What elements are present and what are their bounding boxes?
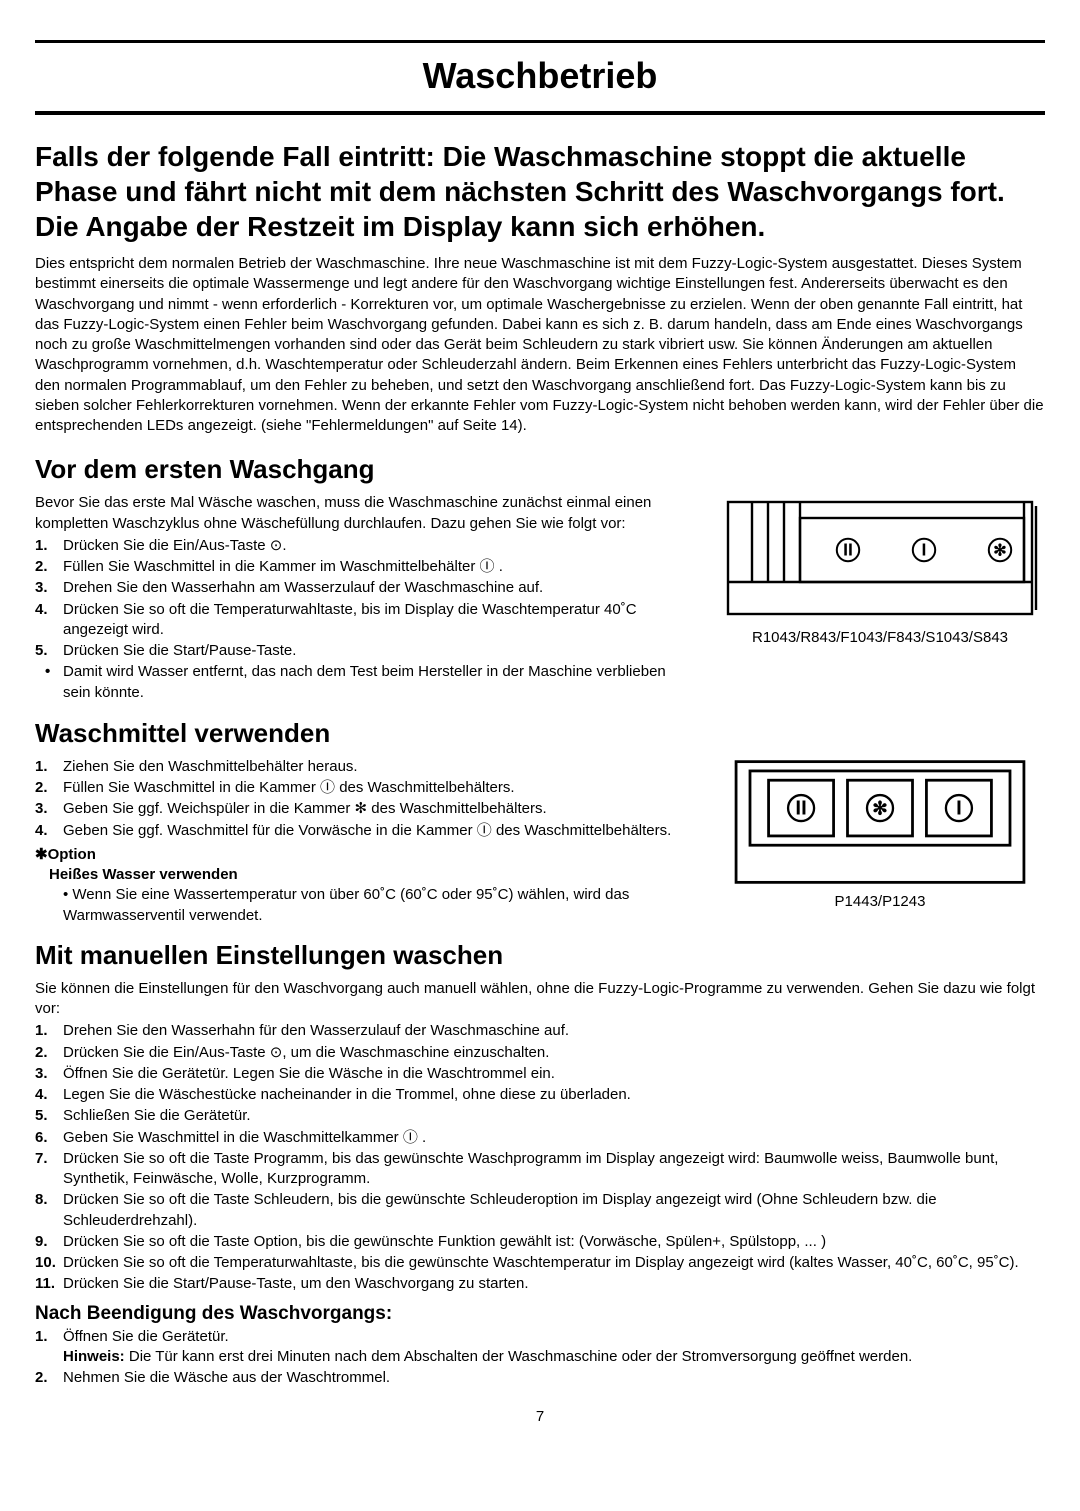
list-item: Drücken Sie die Ein/Aus-Taste ⊙. xyxy=(63,536,695,556)
list-item: Drücken Sie so oft die Taste Programm, b… xyxy=(63,1149,1045,1190)
list-item: Schließen Sie die Gerätetür. xyxy=(63,1106,1045,1126)
section-3-intro: Sie können die Einstellungen für den Was… xyxy=(35,979,1045,1020)
list-item: Drehen Sie den Wasserhahn für den Wasser… xyxy=(63,1021,1045,1041)
svg-text:✻: ✻ xyxy=(872,797,888,818)
section-3-list: Drehen Sie den Wasserhahn für den Wasser… xyxy=(35,1021,1045,1294)
section-2-row: Ziehen Sie den Waschmittelbehälter herau… xyxy=(35,757,1045,926)
list-item: Drücken Sie so oft die Temperaturwahltas… xyxy=(63,1253,1045,1273)
list-item: Drücken Sie so oft die Taste Schleudern,… xyxy=(63,1190,1045,1231)
svg-text:I: I xyxy=(956,797,962,819)
list-item: Ziehen Sie den Waschmittelbehälter herau… xyxy=(63,757,695,777)
section-3-sublist: Öffnen Sie die Gerätetür. Hinweis: Die T… xyxy=(35,1327,1045,1389)
figure-2-caption: P1443/P1243 xyxy=(715,893,1045,910)
list-item: Nehmen Sie die Wäsche aus der Waschtromm… xyxy=(63,1368,1045,1388)
list-item: Drücken Sie so oft die Temperaturwahltas… xyxy=(63,600,695,641)
svg-text:✻: ✻ xyxy=(993,543,1006,560)
svg-text:I: I xyxy=(922,540,927,560)
hint-label: Hinweis: xyxy=(63,1348,125,1365)
svg-text:II: II xyxy=(843,540,853,560)
section-2-left: Ziehen Sie den Waschmittelbehälter herau… xyxy=(35,757,695,926)
intro-body: Dies entspricht dem normalen Betrieb der… xyxy=(35,254,1045,436)
section-3-subtitle: Nach Beendigung des Waschvorgangs: xyxy=(35,1303,1045,1325)
figure-1-caption: R1043/R843/F1043/F843/S1043/S843 xyxy=(715,629,1045,646)
section-2-figure: II ✻ I P1443/P1243 xyxy=(715,757,1045,910)
list-item: Drücken Sie so oft die Taste Option, bis… xyxy=(63,1232,1045,1252)
section-3-title: Mit manuellen Einstellungen waschen xyxy=(35,940,1045,971)
section-1-title: Vor dem ersten Waschgang xyxy=(35,454,1045,485)
list-item: Drücken Sie die Start/Pause-Taste. xyxy=(63,641,695,661)
bullet-item: Damit wird Wasser entfernt, das nach dem… xyxy=(63,662,695,703)
option-sub: Heißes Wasser verwenden xyxy=(49,865,695,885)
option-block: ✱Option Heißes Wasser verwenden • Wenn S… xyxy=(35,845,695,926)
list-item: Geben Sie Waschmittel in die Waschmittel… xyxy=(63,1128,1045,1148)
list-item: Geben Sie ggf. Weichspüler in die Kammer… xyxy=(63,799,695,819)
section-1-left: Bevor Sie das erste Mal Wäsche waschen, … xyxy=(35,493,695,704)
intro-heading: Falls der folgende Fall eintritt: Die Wa… xyxy=(35,139,1045,244)
drawer-diagram-2: II ✻ I xyxy=(730,757,1030,887)
main-title: Waschbetrieb xyxy=(35,43,1045,115)
list-item: Öffnen Sie die Gerätetür. Legen Sie die … xyxy=(63,1064,1045,1084)
list-item: Geben Sie ggf. Waschmittel für die Vorwä… xyxy=(63,821,695,841)
option-label: ✱Option xyxy=(35,845,695,865)
hint-text: Die Tür kann erst drei Minuten nach dem … xyxy=(125,1348,913,1365)
option-text: • Wenn Sie eine Wassertemperatur von übe… xyxy=(63,885,695,926)
list-item: Legen Sie die Wäschestücke nacheinander … xyxy=(63,1085,1045,1105)
svg-text:II: II xyxy=(795,797,806,819)
drawer-diagram-1: II I ✻ xyxy=(720,493,1040,623)
list-item: Füllen Sie Waschmittel in die Kammer im … xyxy=(63,557,695,577)
section-1-intro: Bevor Sie das erste Mal Wäsche waschen, … xyxy=(35,493,695,534)
page-number: 7 xyxy=(35,1408,1045,1425)
list-item: Drücken Sie die Ein/Aus-Taste ⊙, um die … xyxy=(63,1043,1045,1063)
page: Waschbetrieb Falls der folgende Fall ein… xyxy=(35,40,1045,1425)
list-item: Drücken Sie die Start/Pause-Taste, um de… xyxy=(63,1274,1045,1294)
section-2-title: Waschmittel verwenden xyxy=(35,718,1045,749)
section-1-figure: II I ✻ R1043/R843/F1043/F843/S1043/S843 xyxy=(715,493,1045,646)
list-item: Füllen Sie Waschmittel in die Kammer Ⓘ d… xyxy=(63,778,695,798)
section-1-bullets: Damit wird Wasser entfernt, das nach dem… xyxy=(35,662,695,703)
list-item: Öffnen Sie die Gerätetür. Hinweis: Die T… xyxy=(63,1327,1045,1368)
sub-item-text: Öffnen Sie die Gerätetür. xyxy=(63,1328,229,1345)
section-2-list: Ziehen Sie den Waschmittelbehälter herau… xyxy=(35,757,695,841)
section-1-row: Bevor Sie das erste Mal Wäsche waschen, … xyxy=(35,493,1045,704)
list-item: Drehen Sie den Wasserhahn am Wasserzulau… xyxy=(63,578,695,598)
section-1-list: Drücken Sie die Ein/Aus-Taste ⊙. Füllen … xyxy=(35,536,695,662)
